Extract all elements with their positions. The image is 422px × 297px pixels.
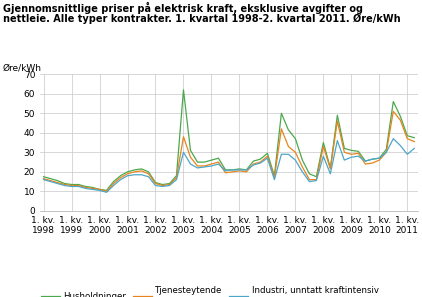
Text: Gjennomsnittlige priser på elektrisk kraft, eksklusive avgifter og: Gjennomsnittlige priser på elektrisk kra…: [3, 1, 363, 14]
Husholdninger: [111, 180, 116, 183]
Text: Øre/kWh: Øre/kWh: [2, 64, 41, 73]
Husholdninger: [181, 88, 186, 92]
Industri, unntatt kraftintensiv
industri og treforedling: [300, 170, 305, 174]
Industri, unntatt kraftintensiv
industri og treforedling: [188, 162, 193, 166]
Husholdninger: [195, 160, 200, 164]
Husholdninger: [41, 175, 46, 178]
Line: Industri, unntatt kraftintensiv
industri og treforedling: Industri, unntatt kraftintensiv industri…: [43, 139, 414, 192]
Line: Tjenesteytende
næringer: Tjenesteytende næringer: [43, 111, 414, 191]
Tjenesteytende
næringer: [300, 165, 305, 169]
Industri, unntatt kraftintensiv
industri og treforedling: [265, 157, 270, 160]
Tjenesteytende
næringer: [251, 162, 256, 166]
Tjenesteytende
næringer: [412, 140, 417, 143]
Tjenesteytende
næringer: [272, 176, 277, 179]
Line: Husholdninger: Husholdninger: [43, 90, 414, 190]
Tjenesteytende
næringer: [391, 110, 396, 113]
Husholdninger: [412, 136, 417, 140]
Industri, unntatt kraftintensiv
industri og treforedling: [391, 137, 396, 140]
Husholdninger: [307, 172, 312, 176]
Text: nettleie. Alle typer kontrakter. 1. kvartal 1998-2. kvartal 2011. Øre/kWh: nettleie. Alle typer kontrakter. 1. kvar…: [3, 13, 401, 24]
Husholdninger: [104, 189, 109, 192]
Industri, unntatt kraftintensiv
industri og treforedling: [251, 163, 256, 167]
Tjenesteytende
næringer: [188, 155, 193, 159]
Industri, unntatt kraftintensiv
industri og treforedling: [41, 178, 46, 181]
Industri, unntatt kraftintensiv
industri og treforedling: [272, 178, 277, 181]
Industri, unntatt kraftintensiv
industri og treforedling: [412, 147, 417, 150]
Tjenesteytende
næringer: [111, 182, 116, 185]
Tjenesteytende
næringer: [104, 189, 109, 193]
Industri, unntatt kraftintensiv
industri og treforedling: [104, 191, 109, 194]
Husholdninger: [279, 111, 284, 115]
Tjenesteytende
næringer: [41, 177, 46, 181]
Husholdninger: [258, 157, 263, 161]
Tjenesteytende
næringer: [265, 154, 270, 158]
Husholdninger: [272, 174, 277, 178]
Industri, unntatt kraftintensiv
industri og treforedling: [111, 184, 116, 187]
Legend: Husholdninger, Tjenesteytende
næringer, Industri, unntatt kraftintensiv
industri: Husholdninger, Tjenesteytende næringer, …: [41, 286, 379, 297]
